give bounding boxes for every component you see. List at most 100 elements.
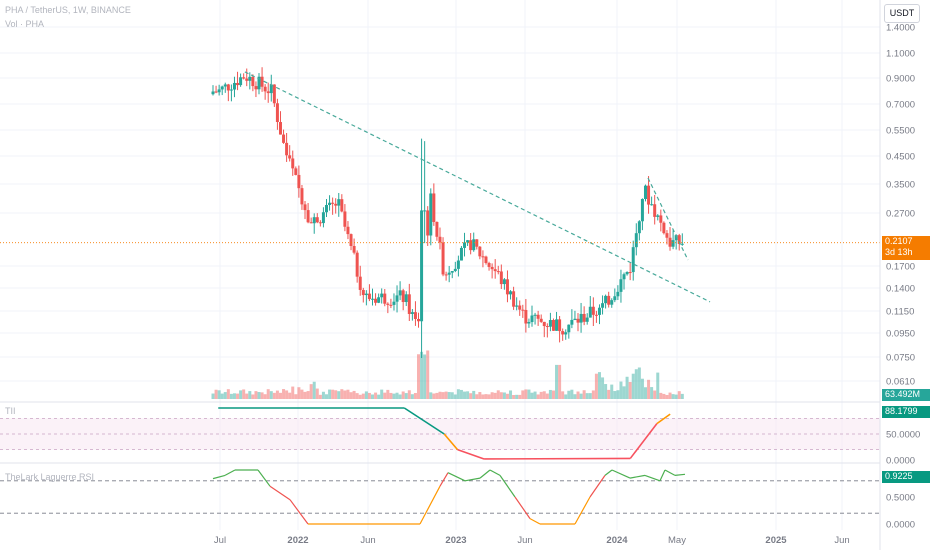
volume-bar	[410, 394, 414, 399]
volume-bar	[318, 394, 322, 399]
rsi-segment	[574, 496, 591, 525]
candle-body	[637, 221, 641, 234]
volume-bar	[417, 354, 421, 399]
symbol-legend[interactable]: PHA / TetherUS, 1W, BINANCE	[5, 5, 131, 15]
rsi-segment	[644, 474, 661, 482]
candle-body	[257, 76, 261, 90]
volume-bar	[214, 389, 218, 399]
time-axis[interactable]: Jul 2022 Jun 2023 Jun 2024 May 2025 Jun	[214, 535, 850, 546]
volume-bar	[245, 393, 249, 399]
price-axis[interactable]: 1.4000 1.1000 0.9000 0.7000 0.5500 0.4500 0.35…	[879, 0, 920, 550]
volume-bar	[395, 392, 399, 399]
candle-body	[321, 212, 325, 224]
candle-body	[558, 319, 562, 332]
tii-legend[interactable]: TII	[5, 406, 16, 416]
rsi-legend[interactable]: TheLark Laguerre RSI	[5, 472, 95, 482]
volume-bar	[668, 392, 672, 399]
candle-body	[260, 76, 264, 87]
volume-bar	[413, 392, 417, 399]
candle-body	[306, 210, 310, 223]
volume-bar	[466, 391, 470, 399]
price-tick-label: 0.9000	[886, 74, 915, 85]
currency-button[interactable]: USDT	[884, 4, 920, 23]
candle-body	[214, 91, 218, 93]
volume-bar	[429, 392, 433, 399]
volume-bar	[542, 391, 546, 399]
volume-bar	[380, 389, 384, 399]
candle-body	[665, 233, 669, 238]
candle-body	[441, 242, 445, 275]
volume-bar	[545, 393, 549, 399]
candle-body	[530, 315, 534, 323]
candle-body	[300, 188, 304, 205]
candle-body	[619, 279, 623, 292]
volume-bar	[358, 394, 362, 399]
candle-body	[343, 211, 347, 227]
rsi-tick-label: 0.5000	[886, 493, 915, 504]
candle-body	[505, 279, 509, 295]
volume-bar	[312, 381, 316, 399]
rsi-segment	[589, 475, 606, 498]
volume-bar	[300, 389, 304, 399]
candlesticks	[211, 67, 684, 359]
candle-body	[407, 294, 411, 314]
candle-body	[226, 84, 230, 91]
volume-bar	[401, 391, 405, 399]
candle-body	[631, 247, 635, 273]
candle-body	[220, 86, 224, 90]
trendline-long	[244, 71, 711, 303]
bar-countdown: 3d 13h	[885, 247, 913, 257]
candle-body	[324, 204, 328, 213]
volume-bar	[229, 393, 233, 399]
volume-bar	[555, 364, 559, 399]
candle-body	[674, 235, 678, 241]
volume-bar	[674, 394, 678, 399]
price-tick-label: 0.0950	[886, 329, 915, 340]
candle-body	[211, 91, 215, 95]
volume-bar	[481, 394, 485, 399]
volume-bar	[324, 394, 328, 399]
candle-body	[269, 84, 273, 94]
tii-segment	[629, 423, 658, 459]
candle-body	[303, 204, 307, 211]
volume-bar	[628, 381, 632, 399]
volume-bar	[269, 391, 273, 399]
volume-bar	[659, 392, 663, 399]
volume-bar	[355, 393, 359, 399]
candle-body	[374, 298, 378, 303]
candle-body	[594, 314, 598, 316]
volume-bar	[450, 392, 454, 399]
volume-bar	[404, 393, 408, 399]
candle-body	[217, 89, 221, 93]
volume-bar	[484, 394, 488, 399]
volume-bar	[585, 393, 589, 399]
volume-bar	[306, 391, 310, 399]
price-tick-label: 0.7000	[886, 100, 915, 111]
volume-badge: 63.492M	[882, 389, 930, 401]
candle-body	[579, 313, 583, 323]
rsi-segment	[257, 469, 271, 487]
candle-body	[371, 298, 374, 300]
rsi-segment	[604, 469, 613, 476]
candle-body	[567, 324, 571, 333]
volume-bar	[328, 389, 332, 399]
volume-legend[interactable]: Vol · PHA	[5, 19, 45, 29]
volume-bar	[463, 391, 467, 399]
candle-body	[493, 269, 497, 272]
candle-body	[545, 326, 549, 328]
candle-body	[340, 199, 344, 212]
volume-bar	[619, 381, 623, 399]
candle-body	[512, 291, 516, 307]
volume-bar	[349, 392, 353, 399]
candle-body	[328, 202, 332, 205]
candle-body	[291, 158, 295, 169]
candle-body	[450, 271, 454, 273]
rsi-segment	[447, 472, 466, 482]
volume-bar	[622, 386, 626, 399]
volume-bar	[282, 389, 286, 399]
volume-bar	[469, 393, 473, 399]
candle-body	[377, 297, 381, 303]
candle-body	[607, 295, 611, 305]
volume-bar	[493, 392, 497, 399]
